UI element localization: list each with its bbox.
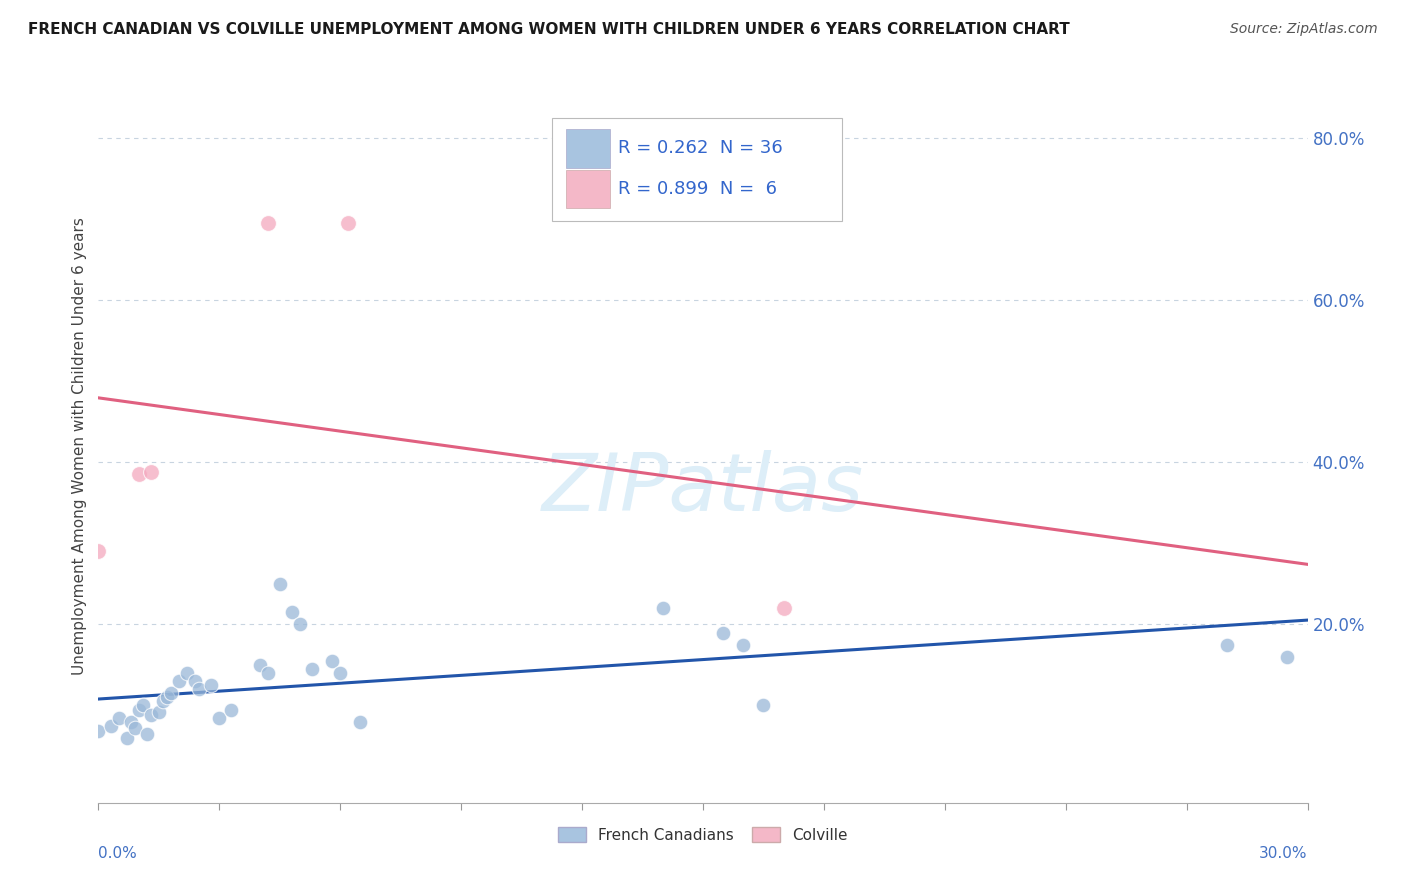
Point <box>128 467 150 482</box>
Point <box>651 601 673 615</box>
Point <box>152 694 174 708</box>
Point <box>711 625 734 640</box>
Point <box>160 686 183 700</box>
Point <box>221 702 243 716</box>
Point <box>100 719 122 733</box>
Point <box>269 577 291 591</box>
Point <box>139 708 162 723</box>
Legend: French Canadians, Colville: French Canadians, Colville <box>553 821 853 848</box>
Point <box>249 657 271 672</box>
Point <box>167 674 190 689</box>
Point <box>87 544 110 558</box>
FancyBboxPatch shape <box>567 129 610 168</box>
Point <box>337 216 360 230</box>
Point <box>139 465 162 479</box>
Point <box>288 617 311 632</box>
Point <box>124 721 146 735</box>
Point <box>107 711 129 725</box>
Point <box>87 724 110 739</box>
Point <box>281 605 304 619</box>
Point <box>120 714 142 729</box>
Y-axis label: Unemployment Among Women with Children Under 6 years: Unemployment Among Women with Children U… <box>72 217 87 675</box>
Text: 30.0%: 30.0% <box>1260 846 1308 861</box>
Text: ZIPatlas: ZIPatlas <box>541 450 865 528</box>
Point <box>176 666 198 681</box>
Point <box>132 698 155 713</box>
Text: 0.0%: 0.0% <box>98 846 138 861</box>
Text: Source: ZipAtlas.com: Source: ZipAtlas.com <box>1230 22 1378 37</box>
Point <box>156 690 179 705</box>
Point <box>135 727 157 741</box>
FancyBboxPatch shape <box>567 169 610 209</box>
FancyBboxPatch shape <box>551 118 842 221</box>
Point <box>188 682 211 697</box>
Point <box>772 601 794 615</box>
Point <box>115 731 138 745</box>
Text: FRENCH CANADIAN VS COLVILLE UNEMPLOYMENT AMONG WOMEN WITH CHILDREN UNDER 6 YEARS: FRENCH CANADIAN VS COLVILLE UNEMPLOYMENT… <box>28 22 1070 37</box>
Text: R = 0.899  N =  6: R = 0.899 N = 6 <box>619 180 778 198</box>
Point <box>733 638 755 652</box>
Point <box>1216 638 1239 652</box>
Point <box>148 705 170 719</box>
Point <box>301 662 323 676</box>
Point <box>200 678 222 692</box>
Point <box>256 216 278 230</box>
Point <box>329 666 352 681</box>
Point <box>321 654 343 668</box>
Point <box>184 674 207 689</box>
Point <box>752 698 775 713</box>
Point <box>1277 649 1299 664</box>
Text: R = 0.262  N = 36: R = 0.262 N = 36 <box>619 139 783 157</box>
Point <box>349 714 371 729</box>
Point <box>128 702 150 716</box>
Point <box>256 666 278 681</box>
Point <box>208 711 231 725</box>
